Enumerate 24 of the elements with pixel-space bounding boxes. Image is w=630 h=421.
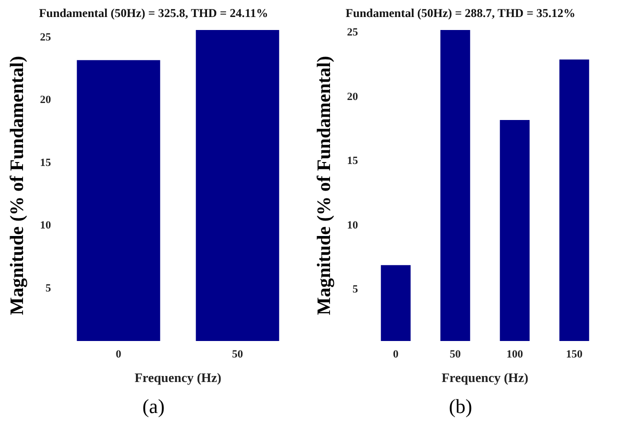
- x-tick-label: 100: [506, 348, 524, 360]
- text: (b): [448, 396, 472, 418]
- y-tick-label: 25: [40, 32, 52, 44]
- x-tick-label: 0: [116, 348, 122, 360]
- text: (a): [142, 396, 165, 418]
- y-tick-label: 15: [40, 156, 52, 169]
- y-tick-label: 5: [352, 284, 358, 296]
- x-tick-label: 50: [232, 348, 244, 360]
- x-axis-title: Frequency (Hz): [134, 370, 222, 385]
- x-axis-title: Frequency (Hz): [442, 370, 528, 385]
- y-axis-title: Magnitude (% of Fundamental): [7, 56, 28, 316]
- x-tick-label: 0: [393, 348, 399, 360]
- chart-title: Fundamental (50Hz) = 325.8, THD = 24.11%: [38, 6, 268, 20]
- y-tick-label: 10: [347, 219, 358, 232]
- y-tick-label: 20: [40, 94, 52, 106]
- y-tick-label: 20: [347, 90, 358, 103]
- y-tick-label: 5: [46, 282, 52, 294]
- y-tick-label: 25: [347, 26, 358, 39]
- y-tick-label: 10: [40, 220, 52, 232]
- y-tick-label: 15: [347, 155, 358, 168]
- y-axis-title: Magnitude (% of Fundamental): [314, 56, 335, 316]
- x-tick-label: 50: [450, 348, 462, 360]
- x-tick-label: 150: [566, 348, 583, 360]
- chart-title: Fundamental (50Hz) = 288.7, THD = 35.12%: [346, 6, 576, 20]
